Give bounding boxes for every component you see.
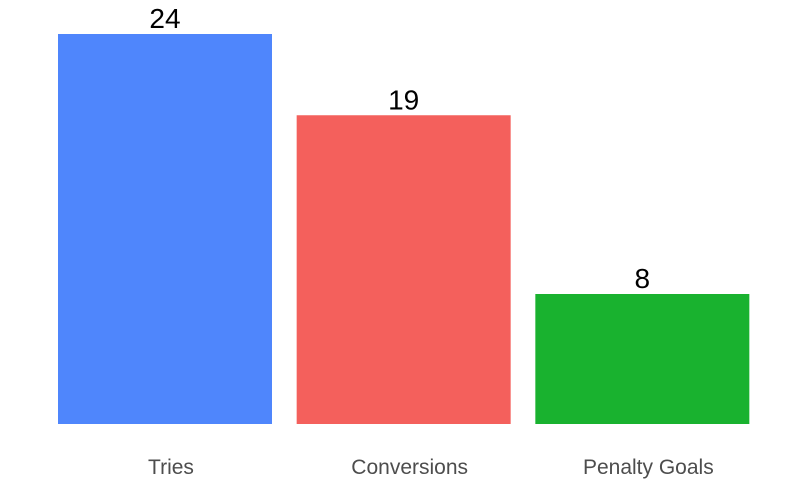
value-labels-group: 24 19 8 xyxy=(149,3,650,294)
bar-conversions xyxy=(296,115,511,424)
x-tick-labels-group: Tries Conversions Penalty Goals xyxy=(148,456,714,479)
x-tick-label-penalty-goals: Penalty Goals xyxy=(583,456,714,479)
bar-penalty-goals xyxy=(535,294,750,424)
x-tick-label-conversions: Conversions xyxy=(351,456,468,479)
data-label-tries: 24 xyxy=(149,3,180,34)
bar-tries xyxy=(58,34,272,424)
bars-group xyxy=(58,34,750,424)
data-label-conversions: 19 xyxy=(388,84,419,115)
x-tick-label-tries: Tries xyxy=(148,456,194,479)
data-label-penalty-goals: 8 xyxy=(635,263,651,294)
